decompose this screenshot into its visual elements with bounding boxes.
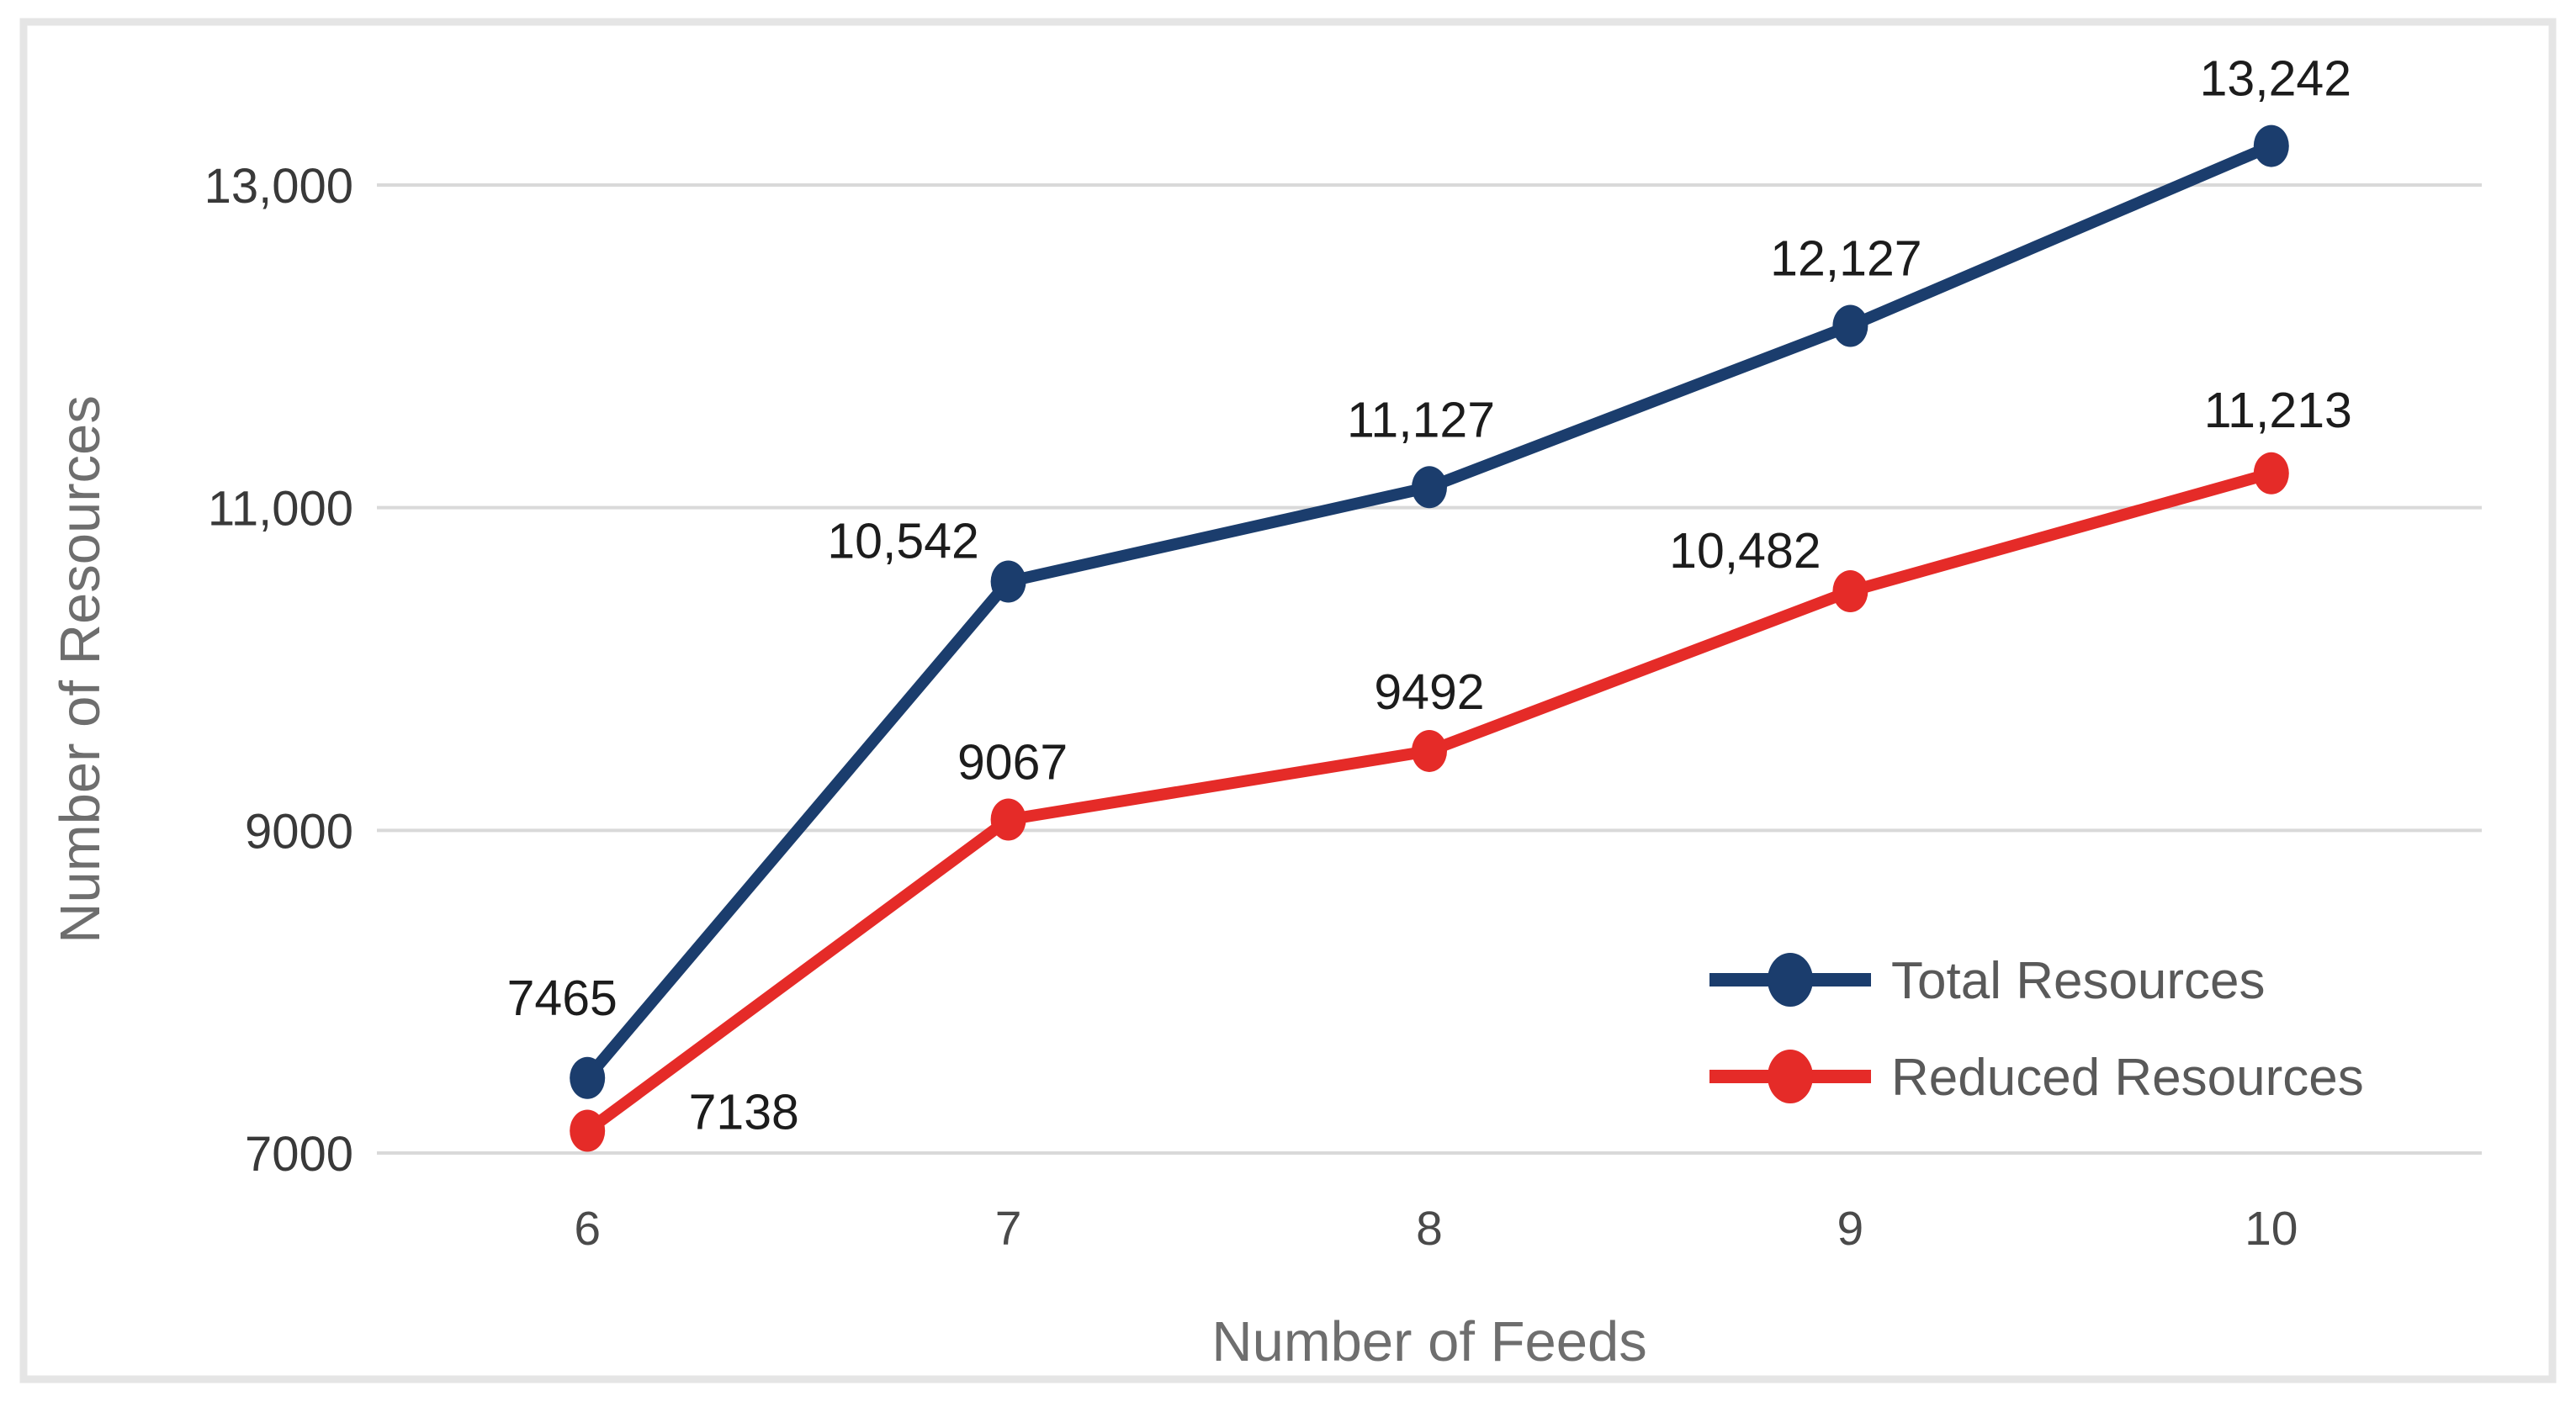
data-label-reduced-resources: 9492 bbox=[1374, 664, 1484, 720]
y-axis-ticks: 7000 9000 11,000 13,000 bbox=[204, 159, 353, 1182]
data-point-total-resources bbox=[1412, 466, 1447, 509]
data-point-reduced-resources bbox=[1412, 729, 1447, 772]
chart-frame bbox=[19, 18, 2557, 1383]
y-tick-label: 7000 bbox=[245, 1127, 353, 1182]
x-tick-label: 9 bbox=[1837, 1202, 1864, 1256]
x-tick-label: 6 bbox=[574, 1202, 601, 1256]
data-point-total-resources bbox=[1832, 304, 1868, 347]
x-axis-ticks: 6 7 8 9 10 bbox=[574, 1202, 2298, 1256]
data-point-total-resources bbox=[570, 1056, 606, 1099]
legend-item-total-resources: Total Resources bbox=[1709, 952, 2266, 1010]
data-label-total-resources: 7465 bbox=[507, 971, 617, 1026]
data-point-reduced-resources bbox=[1832, 570, 1868, 613]
data-label-reduced-resources: 11,213 bbox=[2204, 383, 2352, 438]
x-axis-title: Number of Feeds bbox=[1211, 1310, 1647, 1373]
data-label-reduced-resources: 10,482 bbox=[1669, 523, 1821, 579]
y-tick-label: 9000 bbox=[245, 804, 353, 859]
y-tick-label: 11,000 bbox=[208, 482, 353, 537]
x-tick-label: 10 bbox=[2245, 1202, 2298, 1256]
legend-marker-dot bbox=[1768, 953, 1813, 1007]
data-label-total-resources: 10,542 bbox=[827, 514, 978, 569]
data-label-reduced-resources: 7138 bbox=[689, 1085, 799, 1140]
x-tick-label: 7 bbox=[995, 1202, 1022, 1256]
data-label-reduced-resources: 9067 bbox=[957, 734, 1068, 790]
data-point-reduced-resources bbox=[2253, 452, 2289, 495]
data-point-total-resources bbox=[990, 560, 1026, 603]
y-tick-label: 13,000 bbox=[204, 159, 353, 214]
legend-item-reduced-resources: Reduced Resources bbox=[1709, 1049, 2364, 1107]
data-label-total-resources: 13,242 bbox=[2200, 51, 2351, 107]
data-point-reduced-resources bbox=[570, 1109, 606, 1152]
data-label-total-resources: 12,127 bbox=[1770, 230, 1921, 286]
legend-marker-dot bbox=[1768, 1050, 1813, 1103]
series-line-reduced-resources bbox=[584, 468, 2273, 1136]
data-point-reduced-resources bbox=[990, 798, 1026, 841]
data-series bbox=[570, 124, 2289, 1152]
x-tick-label: 8 bbox=[1416, 1202, 1443, 1256]
legend: Total Resources Reduced Resources bbox=[1709, 952, 2364, 1107]
legend-label: Total Resources bbox=[1891, 952, 2266, 1010]
data-point-total-resources bbox=[2253, 124, 2289, 167]
data-label-total-resources: 11,127 bbox=[1347, 392, 1495, 447]
legend-label: Reduced Resources bbox=[1891, 1049, 2364, 1107]
data-labels: 7465 10,542 11,127 12,127 13,242 7138 9067 9492… bbox=[507, 51, 2352, 1140]
y-axis-title: Number of Resources bbox=[49, 395, 112, 944]
